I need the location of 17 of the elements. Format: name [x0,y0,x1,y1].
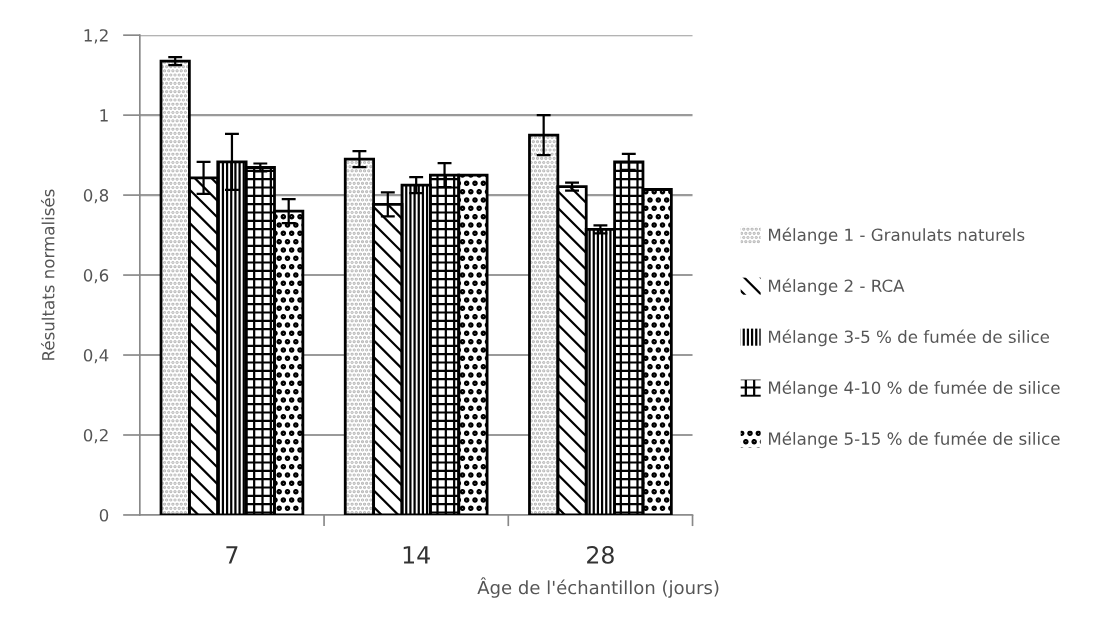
y-axis-title: Résultats normalisés [40,189,55,360]
legend-label: Mélange 3-5 % de fumée de silice [768,329,1050,347]
legend-label: Mélange 4-10 % de fumée de silice [768,380,1060,398]
y-tick-label: 0,2 [83,428,108,444]
y-tick-label: 1 [100,109,108,122]
y-tick-label: 0,6 [83,269,109,284]
x-tick-label: 28 [587,545,614,564]
legend-label: Mélange 5-15 % de fumée de silice [768,431,1060,449]
legend-label: Mélange 1 - Granulats naturels [768,227,1025,245]
x-tick-label: 14 [403,546,430,564]
legend-label: Mélange 2 - RCA [768,278,905,296]
x-axis-title: Âge de l'échantillon (jours) [477,577,719,598]
y-tick-label: 0,8 [83,189,109,204]
y-tick-label: 0 [99,508,109,522]
y-tick-label: 0,4 [83,348,109,364]
y-tick-label: 1,2 [84,29,108,44]
x-tick-label: 7 [226,546,238,564]
